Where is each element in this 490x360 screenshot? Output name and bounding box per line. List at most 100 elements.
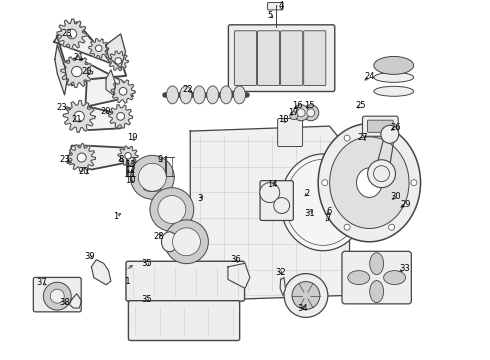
- Ellipse shape: [144, 185, 161, 192]
- Ellipse shape: [374, 72, 414, 82]
- Polygon shape: [111, 80, 135, 103]
- Polygon shape: [57, 19, 87, 49]
- Text: 34: 34: [298, 303, 308, 312]
- Circle shape: [119, 87, 127, 95]
- Text: 25: 25: [355, 101, 366, 110]
- Text: 23: 23: [59, 155, 70, 164]
- Ellipse shape: [384, 271, 406, 284]
- Polygon shape: [228, 263, 250, 288]
- FancyBboxPatch shape: [33, 278, 81, 312]
- Text: 21: 21: [72, 116, 82, 125]
- Text: 36: 36: [230, 255, 241, 264]
- Ellipse shape: [318, 123, 420, 242]
- Circle shape: [389, 224, 394, 230]
- Circle shape: [125, 153, 131, 159]
- Ellipse shape: [144, 173, 161, 180]
- Ellipse shape: [374, 86, 414, 96]
- Text: 9: 9: [157, 155, 162, 164]
- FancyBboxPatch shape: [304, 31, 326, 86]
- Polygon shape: [108, 51, 128, 71]
- Ellipse shape: [167, 86, 178, 104]
- Polygon shape: [106, 70, 116, 95]
- Circle shape: [368, 160, 395, 188]
- Circle shape: [115, 58, 122, 64]
- Ellipse shape: [207, 86, 219, 104]
- Text: 1: 1: [113, 212, 119, 221]
- Text: 2: 2: [305, 189, 310, 198]
- Text: 15: 15: [304, 101, 315, 110]
- Ellipse shape: [194, 86, 205, 104]
- Polygon shape: [68, 146, 136, 170]
- Text: 31: 31: [305, 208, 315, 217]
- Polygon shape: [374, 134, 395, 174]
- Text: 5: 5: [268, 11, 273, 20]
- Circle shape: [138, 163, 166, 191]
- Circle shape: [96, 45, 102, 51]
- Circle shape: [77, 153, 86, 162]
- Text: 13: 13: [125, 160, 136, 169]
- Text: 38: 38: [59, 298, 70, 307]
- Circle shape: [322, 180, 328, 186]
- Text: 19: 19: [126, 133, 137, 142]
- Text: 37: 37: [36, 279, 47, 288]
- Text: 27: 27: [358, 133, 368, 142]
- Text: 17: 17: [289, 108, 299, 117]
- Polygon shape: [109, 104, 133, 128]
- FancyBboxPatch shape: [281, 31, 303, 86]
- Text: 29: 29: [401, 200, 411, 209]
- Circle shape: [303, 105, 319, 121]
- Text: 35: 35: [141, 259, 152, 268]
- Text: 32: 32: [275, 268, 286, 277]
- Text: 18: 18: [278, 116, 288, 125]
- Text: 14: 14: [268, 180, 278, 189]
- Text: 11: 11: [125, 170, 136, 179]
- Ellipse shape: [330, 137, 409, 229]
- FancyBboxPatch shape: [342, 251, 411, 304]
- Circle shape: [381, 125, 399, 143]
- Polygon shape: [54, 22, 111, 63]
- Ellipse shape: [357, 168, 382, 197]
- Text: 23: 23: [57, 103, 68, 112]
- Polygon shape: [89, 39, 109, 58]
- FancyBboxPatch shape: [126, 261, 245, 301]
- FancyBboxPatch shape: [268, 3, 283, 10]
- Circle shape: [158, 195, 186, 224]
- Text: 6: 6: [327, 207, 332, 216]
- Circle shape: [150, 188, 194, 231]
- FancyBboxPatch shape: [260, 181, 294, 220]
- FancyBboxPatch shape: [363, 116, 398, 136]
- FancyBboxPatch shape: [228, 25, 335, 91]
- FancyBboxPatch shape: [234, 31, 256, 86]
- Circle shape: [284, 274, 328, 318]
- Circle shape: [344, 224, 350, 230]
- Text: 26: 26: [391, 123, 401, 132]
- Text: 35: 35: [141, 294, 152, 303]
- FancyBboxPatch shape: [257, 31, 280, 86]
- Polygon shape: [63, 100, 95, 132]
- Circle shape: [72, 67, 82, 77]
- Text: 20: 20: [101, 107, 111, 116]
- Polygon shape: [118, 146, 138, 166]
- Circle shape: [74, 111, 84, 122]
- Ellipse shape: [144, 179, 161, 185]
- Circle shape: [292, 282, 320, 310]
- Circle shape: [293, 105, 309, 121]
- Text: 7: 7: [326, 214, 331, 223]
- Text: 23: 23: [62, 30, 73, 39]
- Circle shape: [307, 109, 315, 117]
- Text: 28: 28: [153, 232, 164, 241]
- FancyBboxPatch shape: [368, 120, 393, 132]
- Polygon shape: [70, 294, 82, 308]
- Text: 12: 12: [125, 166, 136, 175]
- Text: 3: 3: [197, 194, 203, 203]
- Polygon shape: [61, 56, 93, 87]
- Text: 24: 24: [365, 72, 375, 81]
- Polygon shape: [190, 126, 349, 300]
- Text: 10: 10: [125, 176, 136, 185]
- Text: 39: 39: [85, 252, 95, 261]
- Ellipse shape: [280, 154, 366, 251]
- Text: 8: 8: [118, 155, 123, 164]
- Circle shape: [50, 289, 64, 303]
- FancyBboxPatch shape: [278, 118, 302, 147]
- Circle shape: [130, 156, 174, 199]
